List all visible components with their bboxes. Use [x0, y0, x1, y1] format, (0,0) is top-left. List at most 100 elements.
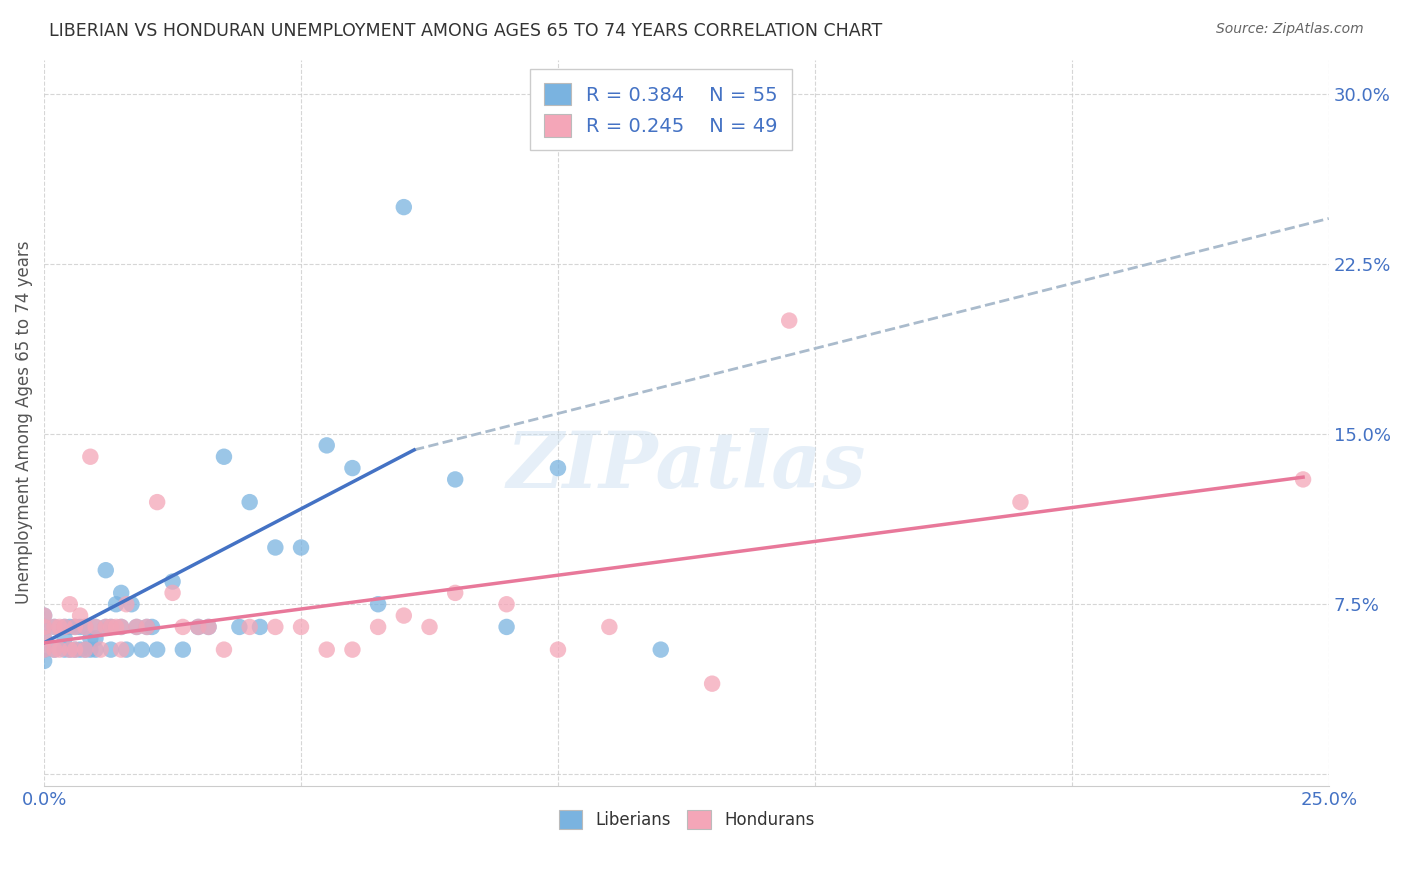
Point [32, 632, 55, 646]
Point [212, 642, 235, 657]
Point [32, 654, 55, 668]
Point [48, 620, 70, 634]
Point [1292, 472, 1315, 486]
Point [342, 642, 364, 657]
Y-axis label: Unemployment Among Ages 65 to 74 years: Unemployment Among Ages 65 to 74 years [15, 241, 32, 605]
Point [53, 620, 76, 634]
Point [79, 632, 101, 646]
Point [110, 586, 132, 600]
Point [131, 642, 153, 657]
Point [75, 620, 97, 634]
Point [700, 676, 723, 690]
Point [598, 620, 620, 634]
Point [84, 632, 107, 646]
Point [84, 620, 107, 634]
Point [547, 642, 569, 657]
Point [228, 620, 250, 634]
Point [650, 642, 672, 657]
Point [44, 620, 66, 634]
Point [367, 620, 389, 634]
Point [392, 608, 415, 623]
Point [778, 313, 800, 327]
Point [53, 620, 76, 634]
Point [146, 642, 169, 657]
Point [1010, 495, 1032, 509]
Point [115, 642, 138, 657]
Point [44, 642, 66, 657]
Point [75, 620, 97, 634]
Point [100, 642, 122, 657]
Point [495, 597, 517, 611]
Point [94, 563, 117, 577]
Point [84, 620, 107, 634]
Point [63, 642, 86, 657]
Point [44, 642, 66, 657]
Point [121, 597, 143, 611]
Point [59, 642, 82, 657]
Point [367, 597, 389, 611]
Point [110, 620, 132, 634]
Point [110, 620, 132, 634]
Point [187, 620, 209, 634]
Point [32, 620, 55, 634]
Point [547, 461, 569, 475]
Point [63, 620, 86, 634]
Point [141, 620, 163, 634]
Point [69, 620, 91, 634]
Point [495, 620, 517, 634]
Point [105, 597, 128, 611]
Point [94, 620, 117, 634]
Point [418, 620, 440, 634]
Text: ZIPatlas: ZIPatlas [506, 428, 866, 505]
Point [197, 620, 219, 634]
Point [162, 586, 184, 600]
Point [162, 574, 184, 589]
Point [187, 620, 209, 634]
Text: LIBERIAN VS HONDURAN UNEMPLOYMENT AMONG AGES 65 TO 74 YEARS CORRELATION CHART: LIBERIAN VS HONDURAN UNEMPLOYMENT AMONG … [49, 22, 883, 40]
Point [105, 620, 128, 634]
Point [32, 608, 55, 623]
Point [146, 495, 169, 509]
Point [315, 642, 337, 657]
Point [125, 620, 148, 634]
Point [110, 642, 132, 657]
Point [53, 642, 76, 657]
Point [59, 597, 82, 611]
Point [59, 620, 82, 634]
Point [172, 642, 194, 657]
Point [135, 620, 157, 634]
Point [115, 597, 138, 611]
Point [264, 541, 287, 555]
Point [172, 620, 194, 634]
Point [79, 450, 101, 464]
Point [75, 642, 97, 657]
Point [90, 642, 112, 657]
Point [84, 642, 107, 657]
Point [290, 620, 312, 634]
Point [32, 620, 55, 634]
Point [53, 632, 76, 646]
Text: Source: ZipAtlas.com: Source: ZipAtlas.com [1216, 22, 1364, 37]
Point [32, 632, 55, 646]
Point [197, 620, 219, 634]
Point [212, 450, 235, 464]
Point [32, 642, 55, 657]
Point [75, 642, 97, 657]
Point [392, 200, 415, 214]
Point [94, 620, 117, 634]
Point [69, 642, 91, 657]
Point [125, 620, 148, 634]
Point [100, 620, 122, 634]
Point [48, 642, 70, 657]
Point [44, 620, 66, 634]
Point [100, 620, 122, 634]
Point [59, 642, 82, 657]
Point [69, 608, 91, 623]
Point [342, 461, 364, 475]
Point [315, 438, 337, 452]
Point [63, 642, 86, 657]
Point [63, 620, 86, 634]
Point [264, 620, 287, 634]
Legend: Liberians, Hondurans: Liberians, Hondurans [551, 803, 821, 836]
Point [135, 620, 157, 634]
